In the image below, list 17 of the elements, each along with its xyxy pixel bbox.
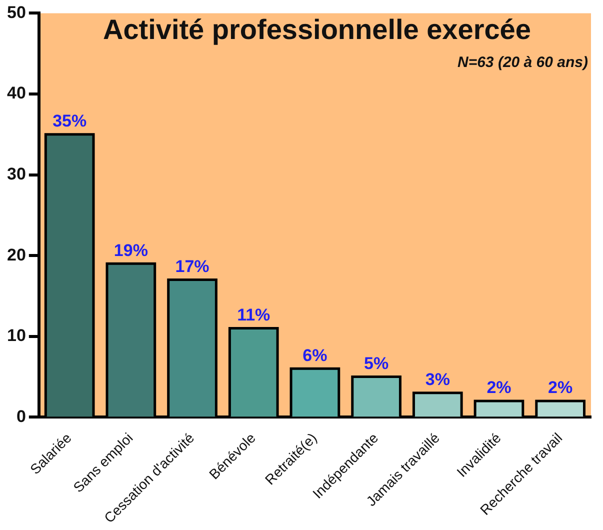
y-tick-label: 20 bbox=[6, 245, 26, 264]
chart-title: Activité professionnelle exercée bbox=[102, 14, 531, 45]
data-label: 3% bbox=[425, 370, 450, 390]
y-tick-label: 40 bbox=[6, 84, 26, 103]
data-label: 11% bbox=[237, 305, 270, 324]
data-label: 2% bbox=[548, 378, 573, 398]
text: N=63 (20 à 60 ans) bbox=[458, 54, 588, 71]
y-tick-label: 10 bbox=[6, 326, 26, 346]
data-label: 17% bbox=[175, 256, 210, 276]
data-label: 5% bbox=[364, 354, 389, 373]
data-label: 2% bbox=[486, 378, 512, 398]
data-label: 35% bbox=[52, 112, 87, 131]
data-label: 19% bbox=[114, 240, 148, 260]
y-tick-label: 0 bbox=[16, 406, 26, 426]
data-label: 6% bbox=[302, 346, 328, 365]
y-tick-label: 50 bbox=[6, 2, 26, 22]
y-tick-label: 30 bbox=[6, 164, 26, 184]
